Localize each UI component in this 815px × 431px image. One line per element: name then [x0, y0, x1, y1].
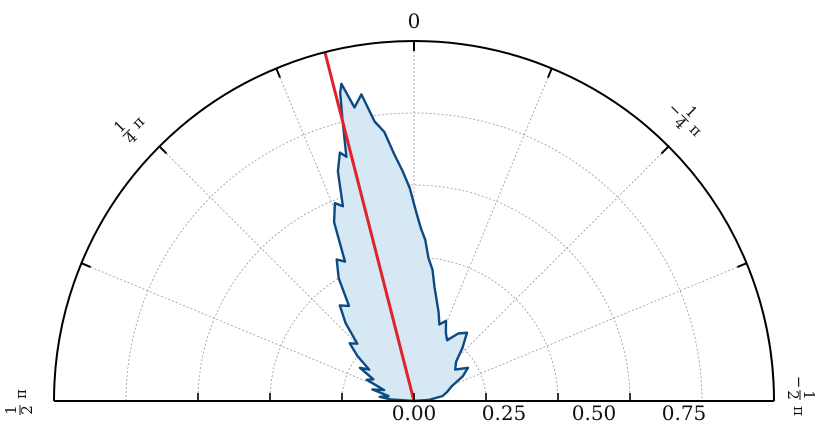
angle-label-left-half-num: 1 — [2, 405, 20, 415]
angle-tick-2 — [660, 145, 670, 155]
grid-spoke-6 — [81, 262, 415, 402]
angle-label-right-quarter: − 1 4 π — [664, 99, 706, 140]
angle-label-left-half-pi: π — [12, 389, 30, 399]
angle-tick-6 — [158, 145, 168, 155]
angle-label-right-half-minus: − — [790, 376, 808, 389]
angle-label-left-half-den: 2 — [18, 405, 36, 415]
angle-label-left-half: 1 2 π — [2, 389, 36, 415]
frame-layer — [53, 40, 775, 402]
angle-tick-7 — [81, 262, 92, 268]
angle-label-left-quarter-den: 4 — [121, 128, 140, 147]
r-tick-label-0: 0.00 — [392, 401, 437, 425]
angle-tick-1 — [736, 262, 747, 268]
mean-direction-line — [323, 51, 416, 402]
data-layer — [323, 51, 470, 403]
grid-spoke-0 — [413, 262, 747, 402]
r-tick-label-1: 0.25 — [482, 401, 527, 425]
grid-ring-2 — [197, 184, 631, 402]
r-tick-label-2: 0.50 — [572, 401, 617, 425]
angle-label-right-half-pi: π — [790, 406, 808, 416]
angle-label-left-quarter: 1 4 π — [110, 112, 148, 147]
angle-tick-3 — [547, 68, 553, 79]
angle-label-left-quarter-bar — [122, 129, 131, 137]
angle-label-right-quarter-bar — [681, 114, 689, 123]
angle-label-right-half: − 1 2 π — [784, 376, 815, 416]
angle-label-right-quarter-pi: π — [686, 120, 706, 140]
angle-label-right-half-den: 2 — [784, 390, 802, 400]
grid-ring-1 — [269, 256, 559, 402]
angle-label-right-half-num: 1 — [800, 390, 815, 400]
angle-label-zero: 0 — [408, 9, 421, 33]
distribution-area — [332, 82, 470, 403]
r-tick-label-3: 0.75 — [662, 401, 707, 425]
angle-tick-5 — [275, 68, 281, 79]
angle-label-left-quarter-pi: π — [128, 112, 148, 132]
